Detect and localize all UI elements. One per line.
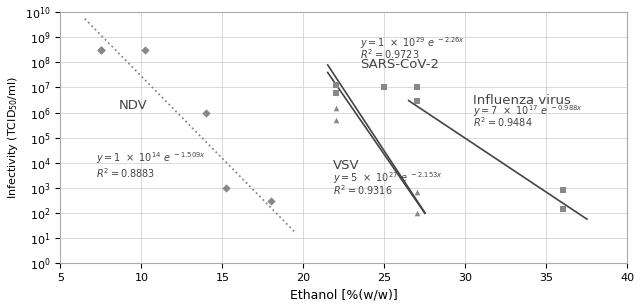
Text: $R^2 = 0.9723$: $R^2 = 0.9723$ (360, 47, 420, 61)
Point (412, 98, 422, 103)
Text: $R^2 = 0.9484$: $R^2 = 0.9484$ (474, 116, 533, 130)
Text: $R^2 = 0.9316$: $R^2 = 0.9316$ (333, 183, 392, 197)
Point (331, 106, 341, 111)
Text: VSV: VSV (333, 159, 359, 172)
Point (557, 206, 568, 211)
Text: NDV: NDV (119, 99, 148, 111)
Text: $y = 7\ \times\ 10^{17}\ e^{\ -0.988x}$: $y = 7\ \times\ 10^{17}\ e^{\ -0.988x}$ (474, 104, 583, 119)
Point (557, 188, 568, 193)
Point (380, 85, 390, 90)
Point (221, 185, 231, 190)
Text: $y = 1\ \times\ 10^{29}\ e^{\ -2.26x}$: $y = 1\ \times\ 10^{29}\ e^{\ -2.26x}$ (360, 35, 465, 51)
Text: $y = 1\ \times\ 10^{14}\ e^{\ -1.509x}$: $y = 1\ \times\ 10^{14}\ e^{\ -1.509x}$ (96, 150, 206, 166)
Text: $y = 5\ \times\ 10^{27}\ e^{\ -2.153x}$: $y = 5\ \times\ 10^{27}\ e^{\ -2.153x}$ (333, 170, 442, 186)
Point (96, 48, 106, 53)
X-axis label: Ethanol [%(w/w)]: Ethanol [%(w/w)] (290, 289, 398, 301)
Text: Influenza virus: Influenza virus (474, 94, 572, 107)
Y-axis label: Infectivity (TCID$_{50}$/ml): Infectivity (TCID$_{50}$/ml) (6, 76, 20, 199)
Point (201, 110, 211, 115)
Point (412, 211, 422, 216)
Point (331, 91, 341, 95)
Point (412, 189, 422, 194)
Point (96, 48, 106, 53)
Point (331, 83, 341, 88)
Point (140, 48, 150, 53)
Text: $R^2 = 0.8883$: $R^2 = 0.8883$ (96, 166, 156, 180)
Point (412, 85, 422, 90)
Text: SARS-CoV-2: SARS-CoV-2 (360, 58, 439, 71)
Point (266, 199, 276, 204)
Point (331, 118, 341, 122)
